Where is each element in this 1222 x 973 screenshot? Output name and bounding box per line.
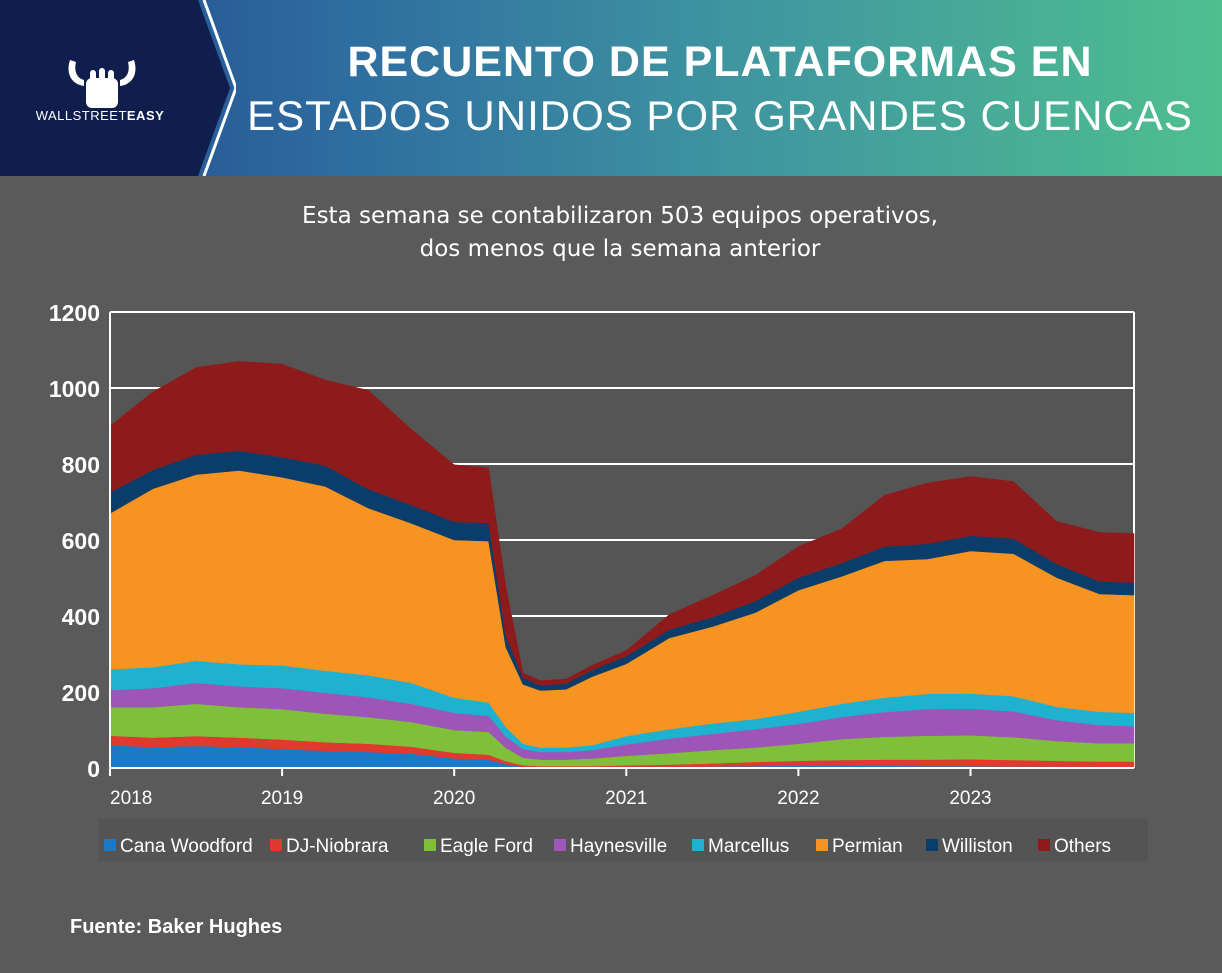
brand-name-light: WALLSTREET	[35, 108, 127, 123]
legend-swatch-eagle-ford	[424, 839, 436, 851]
y-tick-label: 1200	[49, 300, 100, 326]
x-tick-label: 2020	[433, 788, 475, 809]
legend-swatch-haynesville	[554, 839, 566, 851]
logo-panel-shape	[0, 0, 238, 177]
x-tick-label: 2019	[261, 788, 303, 809]
legend-swatch-permian	[816, 839, 828, 851]
legend-label-eagle-ford: Eagle Ford	[440, 836, 533, 857]
x-tick-label: 2021	[605, 788, 647, 809]
y-tick-label: 0	[87, 756, 100, 782]
y-tick-label: 200	[62, 680, 100, 706]
y-tick-label: 600	[62, 528, 100, 554]
brand-logo-text: WALLSTREETEASY	[0, 108, 200, 123]
legend-swatch-others	[1038, 839, 1050, 851]
legend-label-others: Others	[1054, 836, 1111, 857]
area-series-group	[109, 361, 1135, 769]
source-note: Fuente: Baker Hughes	[70, 916, 283, 938]
legend-label-permian: Permian	[832, 836, 903, 857]
legend-label-williston: Williston	[942, 836, 1013, 857]
legend: Cana Woodford DJ-Niobrara Eagle Ford Haynes…	[104, 836, 1111, 857]
chart-subtitle: Esta semana se contabilizaron 503 equipo…	[200, 200, 1040, 266]
legend-label-marcellus: Marcellus	[708, 836, 789, 857]
bull-fist-icon	[68, 60, 136, 108]
subtitle-line1: Esta semana se contabilizaron 503 equipo…	[302, 203, 938, 229]
logo-panel: WALLSTREETEASY	[0, 0, 238, 177]
legend-label-dj-niobrara: DJ-Niobrara	[286, 836, 389, 857]
area-others	[109, 361, 1135, 686]
subtitle-line2: dos menos que la semana anterior	[419, 236, 821, 262]
legend-swatch-dj-niobrara	[270, 839, 282, 851]
x-tick-label: 2023	[949, 788, 991, 809]
y-tick-label: 400	[62, 604, 100, 630]
legend-label-cana-woodford: Cana Woodford	[120, 836, 253, 857]
x-tick-label: 2022	[777, 788, 819, 809]
y-tick-label: 1000	[49, 376, 100, 402]
page-title-line1: RECUENTO DE PLATAFORMAS EN	[347, 38, 1093, 86]
header-banner: WALLSTREETEASY RECUENTO DE PLATAFORMAS E…	[0, 0, 1222, 177]
legend-swatch-cana-woodford	[104, 839, 116, 851]
y-tick-label: 800	[62, 452, 100, 478]
page-title-line2: ESTADOS UNIDOS POR GRANDES CUENCAS	[247, 92, 1193, 139]
y-tick-labels: 0 200 400 600 800 1000 1200	[49, 300, 100, 782]
legend-swatch-marcellus	[692, 839, 704, 851]
x-tick-label: 2018	[110, 788, 152, 809]
brand-name-bold: EASY	[126, 108, 165, 123]
legend-swatch-williston	[926, 839, 938, 851]
x-tick-labels: 2018 2019 2020 2021 2022 2023	[109, 768, 992, 809]
legend-label-haynesville: Haynesville	[570, 836, 667, 857]
